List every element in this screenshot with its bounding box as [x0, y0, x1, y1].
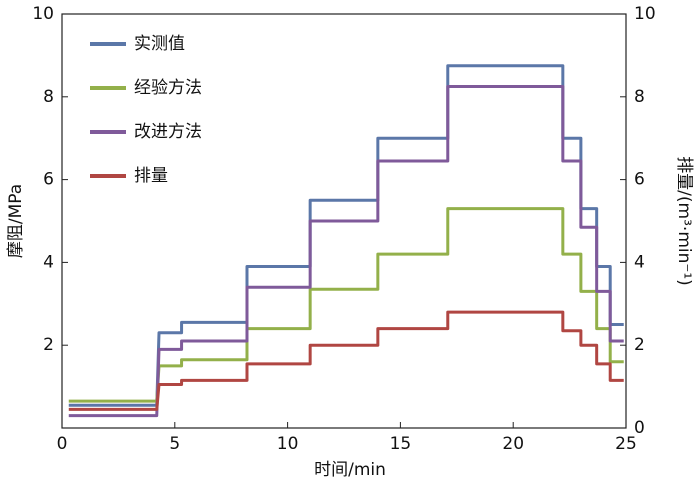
y2-tick-label: 8 [634, 87, 645, 107]
y2-tick-label: 4 [634, 252, 645, 272]
legend-label: 实测值 [134, 34, 185, 54]
y2-tick-label: 6 [634, 170, 645, 190]
y2-axis-label: 排量/(m³·min⁻¹) [674, 156, 694, 286]
y-tick-label: 6 [43, 170, 54, 190]
x-axis-label: 时间/min [314, 460, 386, 480]
x-tick-label: 25 [615, 434, 637, 454]
y-tick-label: 8 [43, 87, 54, 107]
x-tick-label: 15 [390, 434, 412, 454]
legend-label: 排量 [134, 166, 168, 186]
x-tick-label: 10 [277, 434, 299, 454]
series-line [68, 84, 624, 418]
y-tick-label: 4 [43, 252, 54, 272]
x-tick-label: 20 [502, 434, 524, 454]
x-tick-label: 5 [169, 434, 180, 454]
series-line [68, 207, 624, 403]
y2-tick-label: 0 [634, 418, 645, 438]
y-tick-label: 10 [32, 4, 54, 24]
y2-tick-label: 2 [634, 335, 645, 355]
y2-tick-label: 10 [634, 4, 656, 24]
y-axis-label: 摩阻/MPa [6, 184, 26, 258]
x-tick-label: 0 [57, 434, 68, 454]
legend-label: 经验方法 [134, 78, 202, 98]
y-tick-label: 2 [43, 335, 54, 355]
series-line [68, 310, 624, 411]
legend-label: 改进方法 [134, 122, 202, 142]
series-line [68, 64, 624, 407]
plot-frame [61, 13, 627, 429]
